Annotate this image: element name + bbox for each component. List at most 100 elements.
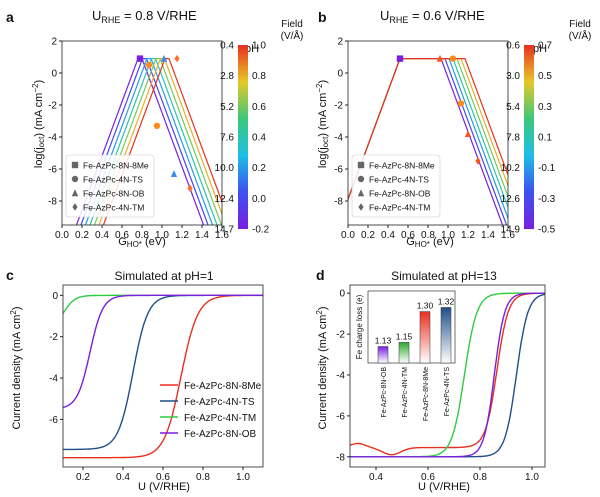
inset-category-label: Fe-AzPc-8N-8Me — [423, 367, 430, 421]
legend: Fe-AzPc-8N-8Me Fe-AzPc-4N-TS Fe-AzPc-8N-OB… — [351, 154, 441, 218]
volcano-line — [80, 57, 209, 225]
panel-d-plot: 0.4 0.6 0.8 1.00-2-4-6-81.13Fe-AzPc-8N-OB1.… — [336, 284, 546, 483]
data-point — [170, 170, 178, 177]
inset-bar — [398, 342, 410, 364]
data-point — [464, 130, 472, 137]
panel-a-ph-label: pH — [245, 43, 259, 55]
x-tick-label: 0.6 — [156, 472, 170, 483]
x-tick-label: 1.6 — [501, 230, 515, 241]
x-tick-label: 0.6 — [115, 230, 129, 241]
colorbar-gradient — [524, 45, 534, 229]
volcano-line — [102, 57, 222, 225]
y-tick-label: -4 — [48, 133, 57, 144]
y-tick-label: -2 — [48, 101, 57, 112]
field-tick-label: 0.4 — [252, 133, 266, 144]
y-tick-label: -4 — [49, 374, 58, 385]
ph-tick-label: 0.4 — [220, 41, 234, 52]
ph-tick-label: 7.8 — [506, 133, 520, 144]
colorbar: 0.6 0.7 3.0 0.5 5.4 0.3 7.8 0.1 10.2 -0.1 12.6 -0.3… — [501, 41, 556, 236]
legend-label: Fe-AzPc-4N-TM — [369, 203, 430, 213]
panel-b-ph-label: pH — [533, 43, 547, 55]
data-point — [153, 122, 161, 129]
volcano-line — [89, 57, 218, 225]
legend-marker — [71, 161, 79, 169]
ph-tick-label: 14.9 — [501, 225, 521, 236]
x-tick-label: 0.8 — [473, 472, 487, 483]
data-point — [475, 157, 481, 165]
y-tick-label: -6 — [49, 415, 58, 426]
legend-label: Fe-AzPc-4N-TM — [83, 203, 144, 213]
x-tick-label: 0.4 — [381, 230, 395, 241]
panel-a-field-label: Field — [281, 19, 303, 30]
field-tick-label: 0.6 — [252, 102, 266, 113]
colorbar-gradient — [238, 45, 248, 229]
panel-b-letter: b — [318, 9, 327, 25]
legend-label: Fe-AzPc-8N-8Me — [184, 381, 262, 392]
y-tick-label: 0 — [339, 289, 345, 300]
series-lines — [63, 294, 263, 459]
x-tick-label: 0.4 — [369, 472, 383, 483]
panel-a-plot: 0.0 0.2 0.4 0.6 0.8 1.0 1.2 1.4 1.6 -8 -6 -4 -2 0 2 Fe-… — [48, 37, 270, 242]
series-line-Fe-AzPc-8N-OB — [63, 294, 263, 409]
x-tick-label: 1.4 — [481, 230, 495, 241]
panel-c-letter: c — [6, 267, 14, 283]
volcano-line — [93, 57, 222, 225]
panel-c-ylabel: Current density (mA cm2) — [9, 306, 23, 429]
x-tick-label: 0.8 — [421, 230, 435, 241]
field-tick-label: 0.0 — [252, 194, 266, 205]
legend-label: Fe-AzPc-4N-TM — [184, 413, 256, 424]
data-point — [436, 54, 444, 62]
legend-label: Fe-AzPc-4N-TS — [184, 397, 255, 408]
ph-tick-label: 14.7 — [215, 225, 235, 236]
y-tick-label: -8 — [336, 452, 345, 463]
data-point — [457, 100, 465, 107]
x-tick-label: 1.0 — [525, 472, 539, 483]
inset-category-label: Fe-AzPc-4N-TM — [402, 367, 409, 418]
y-tick-label: 0 — [52, 291, 58, 302]
data-point — [174, 54, 180, 63]
y-tick-label: -4 — [336, 370, 345, 381]
panel-a-title: URHE = 0.8 V/RHE — [92, 8, 197, 25]
legend: Fe-AzPc-8N-8Me Fe-AzPc-4N-TS Fe-AzPc-8N-OB… — [65, 154, 155, 218]
plots-layer: 0.0 0.2 0.4 0.6 0.8 1.0 1.2 1.4 1.6 -8 -6 -4 -2 0 2 Fe-… — [48, 37, 556, 484]
ph-tick-label: 12.4 — [215, 194, 235, 205]
panel-a-ylabel: log(joct) (mA cm−2) — [31, 80, 46, 168]
ph-tick-label: 5.4 — [506, 102, 520, 113]
ph-tick-label: 5.2 — [220, 102, 234, 113]
inset-bar — [440, 307, 452, 364]
x-tick-label: 0.4 — [116, 472, 130, 483]
legend-frame — [65, 154, 155, 218]
legend-marker — [357, 175, 365, 183]
inset-bar-label: 1.15 — [396, 331, 413, 341]
ph-tick-label: 10.0 — [215, 163, 235, 174]
inset-bar-label: 1.32 — [438, 296, 455, 306]
legend-label: Fe-AzPc-8N-8Me — [83, 161, 149, 171]
x-tick-label: 0.4 — [95, 230, 109, 241]
panel-b-ylabel: log(joct) (mA cm−2) — [315, 80, 330, 168]
panel-b-field-label: Field — [569, 19, 591, 30]
panel-b-field-unit: (V/Å) — [569, 29, 592, 42]
field-tick-label: -0.5 — [538, 225, 556, 236]
legend-marker — [358, 203, 364, 211]
inset-ylabel: Fe charge loss (e) — [355, 294, 364, 359]
x-tick-label: 0.6 — [421, 472, 435, 483]
y-tick-label: 0 — [337, 69, 343, 80]
field-tick-label: 0.8 — [252, 71, 266, 82]
data-point — [187, 184, 193, 192]
inset-bar — [377, 346, 389, 364]
x-tick-label: 0.2 — [76, 472, 90, 483]
y-tick-label: -4 — [334, 133, 343, 144]
y-tick-label: -8 — [334, 197, 343, 208]
axes-frame — [349, 284, 546, 468]
y-tick-label: -2 — [334, 101, 343, 112]
field-tick-label: -0.3 — [538, 194, 556, 205]
panel-a-xlabel: GHO* (eV) — [118, 236, 166, 249]
x-tick-label: 1.0 — [441, 230, 455, 241]
field-tick-label: 0.5 — [538, 71, 552, 82]
legend-label: Fe-AzPc-4N-TS — [369, 175, 429, 185]
y-tick-label: -2 — [336, 330, 345, 341]
y-tick-label: -8 — [48, 197, 57, 208]
panel-c-title: Simulated at pH=1 — [114, 269, 213, 283]
legend-label: Fe-AzPc-8N-8Me — [369, 161, 435, 171]
